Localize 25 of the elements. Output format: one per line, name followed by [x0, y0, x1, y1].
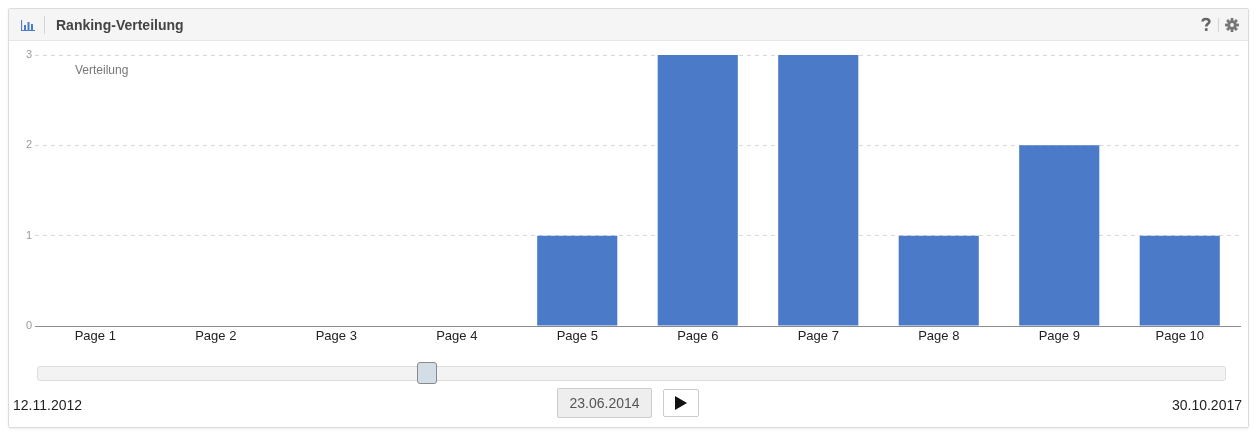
y-tick-label: 0	[25, 319, 32, 332]
legend-title: Verteilung	[75, 63, 129, 78]
y-tick-label: 3	[25, 48, 32, 61]
x-tick-label: Page 3	[315, 328, 357, 344]
bar	[657, 55, 738, 326]
x-tick-label: Page 4	[436, 328, 478, 344]
text: 30.10.2017	[1171, 397, 1242, 413]
bar	[1139, 235, 1220, 326]
x-tick-label: Page 2	[195, 328, 237, 344]
x-tick-label: Page 1	[74, 328, 116, 344]
date-button: 23.06.2014	[557, 388, 652, 418]
bar	[1019, 145, 1100, 326]
x-tick-label: Page 9	[1038, 328, 1080, 344]
bar	[537, 235, 618, 326]
x-tick-label: Page 10	[1155, 328, 1204, 344]
y-tick-label: 1	[25, 228, 32, 241]
x-tick-label: Page 5	[556, 328, 598, 344]
bar	[898, 235, 979, 326]
y-tick-label: 2	[25, 138, 32, 151]
bar	[778, 55, 859, 326]
chart-title: Ranking-Verteilung	[56, 17, 184, 33]
x-tick-label: Page 6	[677, 328, 719, 344]
x-tick-label: Page 7	[797, 328, 839, 344]
x-tick-label: Page 8	[918, 328, 960, 344]
text: 12.11.2012	[13, 397, 83, 413]
